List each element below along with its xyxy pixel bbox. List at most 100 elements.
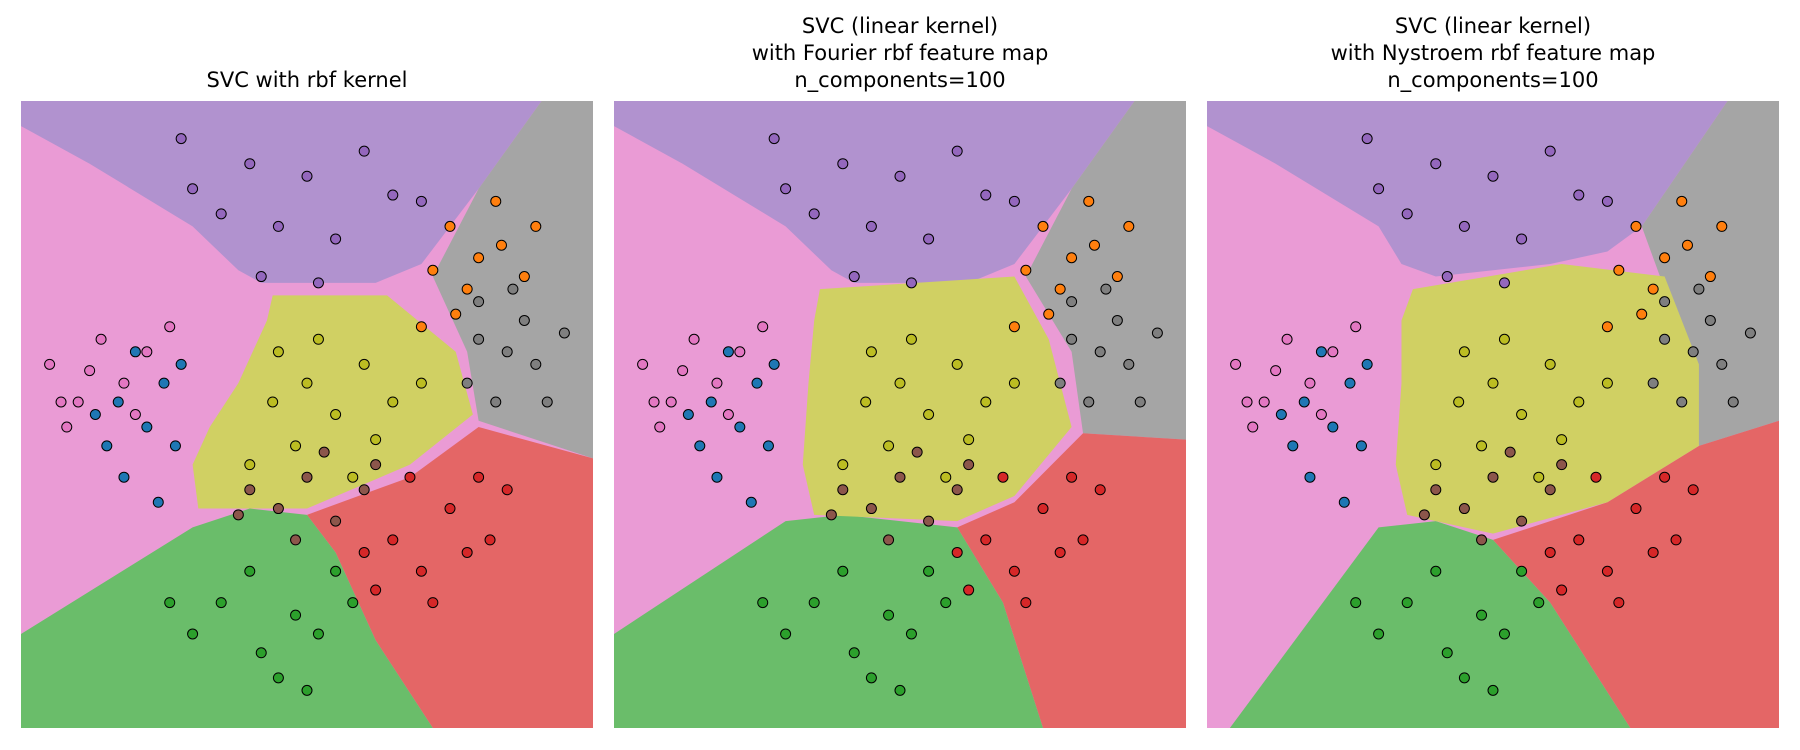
point [530, 220, 542, 232]
point [1647, 377, 1659, 389]
point [923, 233, 935, 245]
point [169, 440, 181, 452]
point [1344, 377, 1356, 389]
point [951, 358, 963, 370]
point [244, 565, 256, 577]
point [1401, 597, 1413, 609]
point [1630, 503, 1642, 515]
point [780, 183, 792, 195]
point [215, 208, 227, 220]
point [89, 409, 101, 420]
point [272, 503, 284, 515]
point [290, 534, 302, 546]
point [95, 333, 107, 345]
point [1670, 534, 1682, 546]
point [427, 597, 439, 609]
point [290, 440, 302, 452]
point [705, 396, 717, 408]
point [1275, 409, 1287, 420]
point [1659, 296, 1671, 308]
point [72, 396, 84, 408]
point [84, 365, 96, 377]
point [301, 471, 313, 483]
point [694, 440, 706, 452]
point [358, 145, 370, 157]
point [1544, 358, 1556, 370]
point [244, 158, 256, 170]
point [387, 534, 399, 546]
point [255, 271, 267, 283]
point [837, 158, 849, 170]
point [1573, 396, 1585, 408]
point [1613, 597, 1625, 609]
point [1659, 333, 1671, 345]
point [1315, 346, 1327, 358]
point [1458, 220, 1470, 232]
point [997, 471, 1009, 483]
point [1281, 333, 1293, 345]
point [1361, 133, 1373, 145]
panel: SVC (linear kernel) with Fourier rbf fea… [614, 14, 1186, 728]
point [244, 484, 256, 496]
point [1100, 283, 1112, 295]
point [894, 377, 906, 389]
point [1304, 471, 1316, 483]
point [1123, 220, 1135, 232]
point [883, 440, 895, 452]
point [1441, 271, 1453, 283]
point [1083, 396, 1095, 408]
point [175, 358, 187, 370]
decision-regions [614, 101, 1186, 728]
point [1601, 321, 1613, 333]
point [490, 396, 502, 408]
point [541, 396, 553, 408]
point [55, 396, 67, 408]
point [507, 283, 519, 295]
point [118, 471, 130, 483]
point [290, 609, 302, 621]
point [951, 145, 963, 157]
panel-title: SVC with rbf kernel [206, 68, 408, 92]
point [1601, 565, 1613, 577]
point [318, 446, 330, 458]
point [1601, 377, 1613, 389]
point [865, 346, 877, 358]
panel-title: SVC (linear kernel) with Fourier rbf fea… [751, 14, 1049, 92]
point [158, 377, 170, 389]
point [940, 471, 952, 483]
point [1123, 358, 1135, 370]
point [272, 346, 284, 358]
point [1458, 346, 1470, 358]
point [1054, 546, 1066, 558]
point [1487, 684, 1499, 696]
point [1111, 314, 1123, 326]
point [1556, 584, 1568, 596]
point [1094, 484, 1106, 496]
point [923, 565, 935, 577]
point [1241, 396, 1253, 408]
point [444, 220, 456, 232]
point [1287, 440, 1299, 452]
panel: SVC with rbf kernel [21, 68, 593, 728]
point [1458, 503, 1470, 515]
point [1088, 239, 1100, 251]
point [905, 628, 917, 640]
point [1230, 358, 1242, 370]
point [484, 534, 496, 546]
point [1676, 396, 1688, 408]
point [112, 396, 124, 408]
point [387, 396, 399, 408]
point [1544, 145, 1556, 157]
panel: SVC (linear kernel) with Nystroem rbf fe… [1207, 14, 1779, 728]
point [501, 346, 513, 358]
point [175, 133, 187, 145]
point [330, 409, 342, 420]
point [1687, 346, 1699, 358]
point [722, 346, 734, 358]
point [415, 321, 427, 333]
point [963, 459, 975, 471]
point [473, 296, 485, 308]
point [825, 509, 837, 521]
point [301, 377, 313, 389]
